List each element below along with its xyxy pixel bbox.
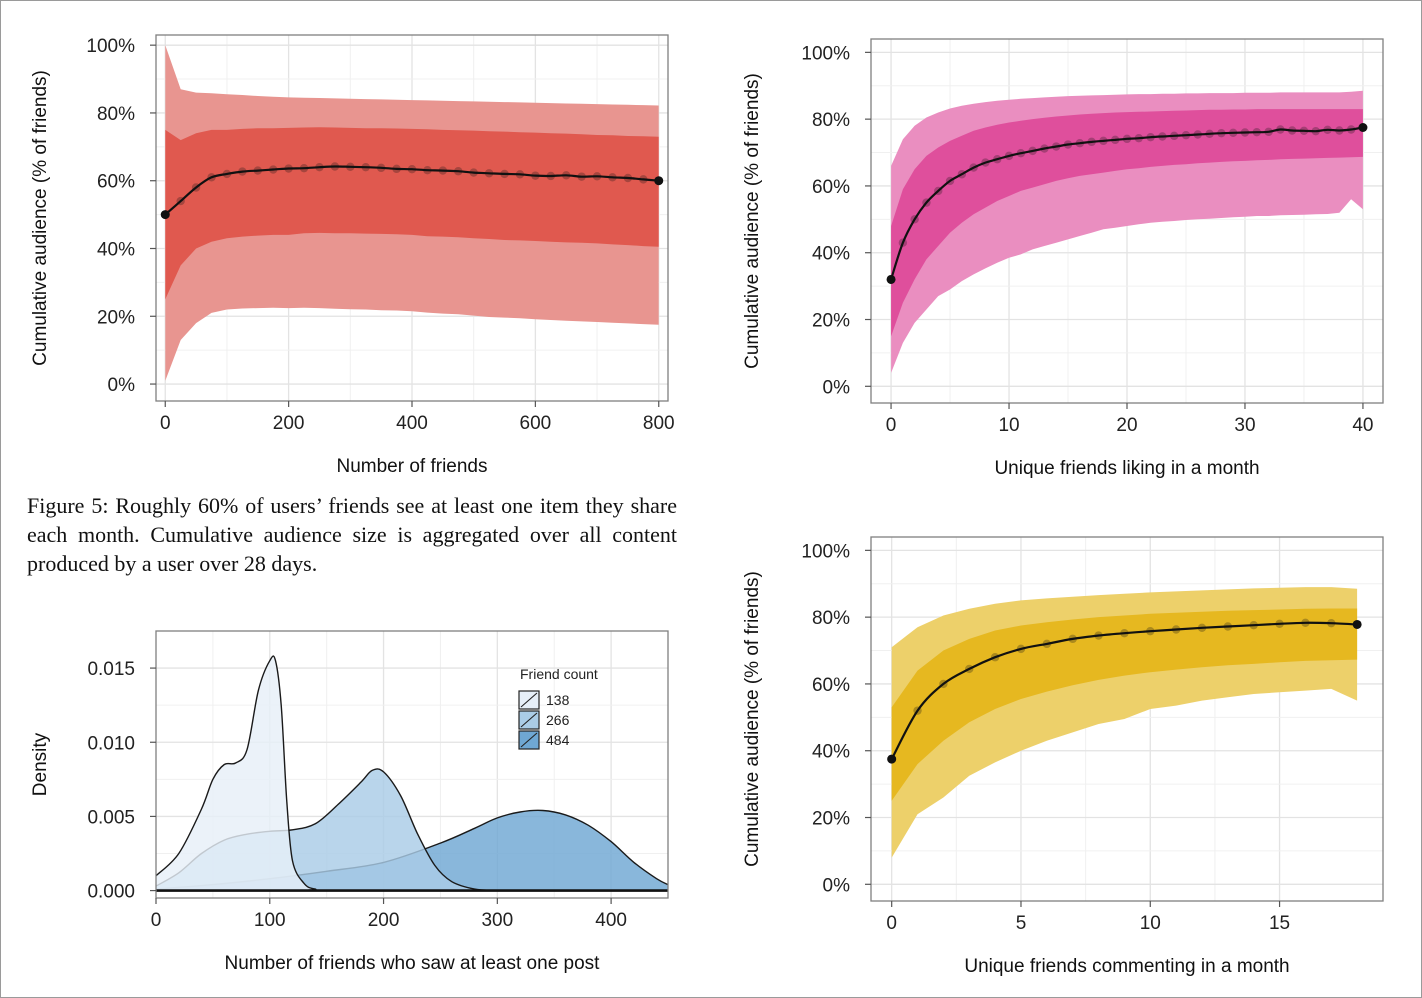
figure-caption: Figure 5: Roughly 60% of users’ friends … [27, 493, 677, 576]
y-tick-label: 0.005 [87, 807, 135, 828]
legend-label: 266 [546, 712, 570, 728]
x-tick-label: 10 [998, 415, 1019, 436]
x-axis-title: Number of friends who saw at least one p… [225, 953, 601, 974]
density-area-138 [156, 656, 668, 891]
legend-swatch-slash [520, 732, 538, 748]
y-tick-label: 0% [823, 875, 851, 896]
x-tick-label: 30 [1234, 415, 1255, 436]
legend-swatch-slash [520, 712, 538, 728]
x-axis-title: Unique friends liking in a month [994, 458, 1259, 479]
legend-swatch-slash [520, 692, 538, 708]
x-tick-label: 0 [160, 413, 171, 434]
inner-band [165, 127, 659, 300]
y-tick-label: 40% [812, 742, 850, 763]
y-tick-label: 100% [801, 541, 850, 562]
median-point [886, 274, 896, 284]
y-tick-label: 0.010 [87, 733, 135, 754]
x-axis-title: Number of friends [336, 456, 487, 477]
x-tick-label: 200 [273, 413, 305, 434]
median-point [1352, 619, 1362, 629]
y-tick-label: 0.015 [87, 659, 135, 680]
y-axis-title: Cumulative audience (% of friends) [742, 571, 763, 867]
y-tick-label: 100% [801, 43, 850, 64]
x-tick-label: 0 [886, 415, 897, 436]
x-tick-label: 100 [254, 910, 286, 931]
x-tick-label: 400 [595, 910, 627, 931]
x-tick-label: 20 [1116, 415, 1137, 436]
x-tick-label: 300 [481, 910, 513, 931]
y-axis-title: Cumulative audience (% of friends) [30, 70, 51, 366]
y-tick-label: 0% [108, 375, 136, 396]
y-tick-label: 80% [812, 110, 850, 131]
legend-label: 138 [546, 692, 570, 708]
audience-vs-friends-plot: 0 200 400 600 800 0% 20% 40% 60% 80% 100% Number of… [30, 34, 675, 477]
density-area-484 [156, 810, 668, 891]
x-tick-label: 800 [643, 413, 675, 434]
legend-title: Friend count [520, 666, 598, 682]
legend-label: 484 [546, 732, 570, 748]
x-tick-label: 40 [1352, 415, 1373, 436]
y-tick-label: 60% [812, 177, 850, 198]
plot-border [155, 630, 669, 899]
y-tick-label: 20% [97, 307, 135, 328]
inner-band [891, 109, 1363, 337]
audience-vs-likers-plot: 0 10 20 30 40 0% 20% 40% 60% 80% 100% Unique friend… [742, 38, 1384, 479]
y-tick-label: 40% [97, 240, 135, 261]
y-axis-title: Density [30, 732, 51, 796]
median-point [1358, 122, 1368, 132]
x-tick-label: 600 [520, 413, 552, 434]
density-areas [156, 655, 668, 892]
density-plot: Friend count 138 266 484 0 100 200 300 400 0.000 0… [30, 630, 669, 974]
median-line [890, 621, 1358, 760]
y-axis-title: Cumulative audience (% of friends) [742, 73, 763, 369]
plot-border [870, 536, 1384, 902]
y-tick-label: 60% [812, 675, 850, 696]
inner-band [891, 608, 1358, 801]
y-tick-label: 80% [97, 104, 135, 125]
median-line [890, 126, 1364, 280]
y-tick-label: 0.000 [87, 882, 135, 903]
x-tick-label: 200 [368, 910, 400, 931]
x-tick-label: 0 [151, 910, 162, 931]
y-tick-label: 80% [812, 608, 850, 629]
x-tick-label: 0 [886, 913, 897, 934]
y-tick-label: 40% [812, 244, 850, 265]
x-axis-title: Unique friends commenting in a month [964, 956, 1289, 977]
y-tick-label: 20% [812, 809, 850, 830]
x-tick-label: 5 [1016, 913, 1027, 934]
x-tick-label: 10 [1140, 913, 1161, 934]
audience-vs-commenters-plot: 0 5 10 15 0% 20% 40% 60% 80% 100% Unique friends c… [742, 536, 1384, 977]
median-line [164, 165, 659, 216]
y-tick-label: 20% [812, 311, 850, 332]
median-point [654, 176, 664, 186]
x-tick-label: 15 [1269, 913, 1290, 934]
y-tick-label: 0% [823, 377, 851, 398]
x-tick-label: 400 [396, 413, 428, 434]
y-tick-label: 60% [97, 172, 135, 193]
y-tick-label: 100% [86, 36, 135, 57]
